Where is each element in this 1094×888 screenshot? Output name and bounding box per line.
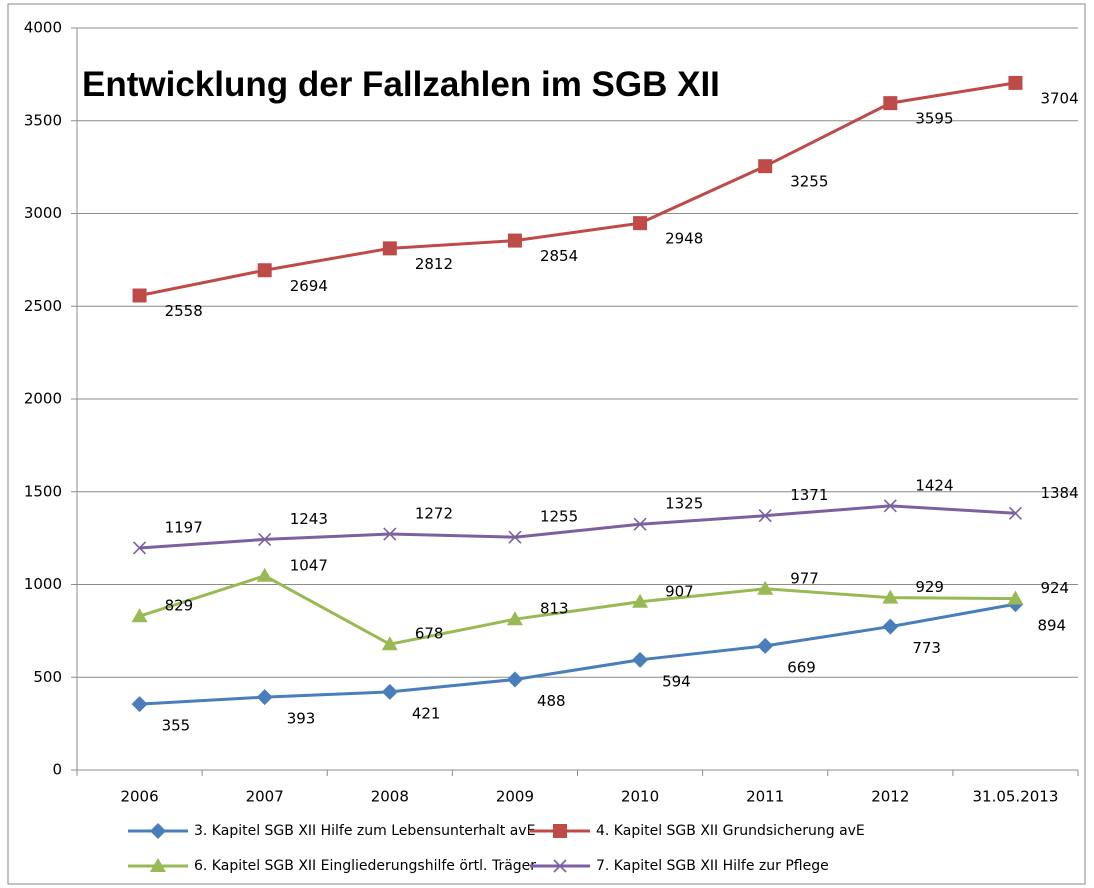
point-marker bbox=[256, 567, 273, 582]
y-tick-label: 4000 bbox=[24, 19, 62, 37]
data-label: 3704 bbox=[1040, 89, 1078, 107]
data-label: 2558 bbox=[165, 302, 203, 320]
x-tick-label: 31.05.2013 bbox=[972, 788, 1058, 806]
point-marker bbox=[258, 532, 272, 546]
data-label: 669 bbox=[787, 658, 816, 676]
point-marker bbox=[131, 608, 148, 623]
point-marker bbox=[382, 241, 397, 256]
point-marker bbox=[256, 689, 273, 706]
data-label: 1325 bbox=[665, 495, 703, 513]
legend-label: 7. Kapitel SGB XII Hilfe zur Pflege bbox=[596, 858, 829, 874]
data-label: 1243 bbox=[290, 510, 328, 528]
point-marker bbox=[632, 593, 649, 608]
series-line bbox=[139, 81, 1016, 297]
chart-frame bbox=[7, 3, 1086, 885]
point-marker bbox=[632, 651, 649, 668]
x-tick-label: 2010 bbox=[621, 788, 659, 806]
legend-label: 4. Kapitel SGB XII Grundsicherung avE bbox=[596, 823, 865, 839]
y-tick-label: 500 bbox=[33, 668, 62, 686]
y-tick-label: 3000 bbox=[24, 204, 62, 222]
point-marker bbox=[758, 509, 772, 523]
y-tick-label: 1000 bbox=[24, 575, 62, 593]
data-label: 355 bbox=[162, 717, 191, 735]
data-label: 3255 bbox=[790, 173, 828, 191]
series-line bbox=[139, 504, 1016, 550]
data-label: 2948 bbox=[665, 230, 703, 248]
point-marker bbox=[383, 527, 397, 541]
data-label: 929 bbox=[915, 578, 944, 596]
point-marker bbox=[882, 589, 899, 604]
point-marker bbox=[257, 263, 272, 278]
legend-label: 3. Kapitel SGB XII Hilfe zum Lebensunter… bbox=[194, 823, 535, 839]
point-marker bbox=[883, 499, 897, 513]
point-marker bbox=[757, 580, 774, 595]
point-marker bbox=[507, 233, 522, 248]
x-tick-label: 2009 bbox=[496, 788, 534, 806]
x-tick-label: 2007 bbox=[246, 788, 284, 806]
y-tick-label: 2500 bbox=[24, 297, 62, 315]
x-tick-label: 2012 bbox=[871, 788, 909, 806]
x-tick-label: 2011 bbox=[746, 788, 784, 806]
point-marker bbox=[131, 696, 148, 713]
legend-marker bbox=[553, 859, 567, 873]
data-label: 2812 bbox=[415, 255, 453, 273]
point-marker bbox=[633, 216, 648, 231]
data-label: 924 bbox=[1040, 579, 1069, 597]
y-tick-label: 2000 bbox=[24, 390, 62, 408]
data-label: 2694 bbox=[290, 277, 328, 295]
data-label: 1197 bbox=[165, 518, 203, 536]
point-marker bbox=[633, 517, 647, 531]
point-marker bbox=[757, 637, 774, 654]
data-label: 678 bbox=[415, 625, 444, 643]
data-label: 773 bbox=[912, 639, 941, 657]
y-tick-label: 0 bbox=[52, 761, 62, 779]
point-marker bbox=[132, 288, 147, 303]
point-marker bbox=[381, 636, 398, 651]
x-tick-label: 2008 bbox=[371, 788, 409, 806]
point-marker bbox=[1008, 506, 1023, 520]
data-label: 1371 bbox=[790, 486, 828, 504]
series-line bbox=[139, 574, 1016, 646]
chart-title: Entwicklung der Fallzahlen im SGB XII bbox=[82, 65, 720, 104]
data-label: 829 bbox=[165, 597, 194, 615]
point-marker bbox=[883, 96, 898, 111]
data-label: 1424 bbox=[915, 476, 953, 494]
data-label: 907 bbox=[665, 582, 694, 600]
series-line bbox=[139, 602, 1016, 706]
data-label: 1047 bbox=[290, 556, 328, 574]
data-label: 488 bbox=[537, 692, 566, 710]
data-label: 393 bbox=[287, 710, 316, 728]
data-label: 3595 bbox=[915, 110, 953, 128]
data-label: 1272 bbox=[415, 505, 453, 523]
legend-marker bbox=[150, 823, 166, 839]
point-marker bbox=[132, 541, 147, 555]
y-tick-label: 1500 bbox=[24, 482, 62, 500]
data-label: 977 bbox=[790, 569, 819, 587]
point-marker bbox=[882, 618, 899, 635]
point-marker bbox=[506, 671, 523, 688]
data-label: 594 bbox=[662, 672, 691, 690]
data-label: 421 bbox=[412, 704, 441, 722]
point-marker bbox=[758, 159, 773, 174]
point-marker bbox=[1007, 590, 1024, 605]
data-label: 1384 bbox=[1040, 484, 1078, 502]
x-tick-label: 2006 bbox=[120, 788, 158, 806]
point-marker bbox=[506, 611, 523, 626]
data-label: 894 bbox=[1037, 617, 1066, 635]
data-label: 1255 bbox=[540, 508, 578, 526]
legend-label: 6. Kapitel SGB XII Eingliederungshilfe ö… bbox=[194, 858, 536, 874]
y-tick-label: 3500 bbox=[24, 111, 62, 129]
data-label: 2854 bbox=[540, 247, 578, 265]
legend-marker bbox=[150, 858, 166, 872]
point-marker bbox=[508, 530, 522, 544]
legend-marker bbox=[553, 824, 567, 838]
point-marker bbox=[381, 683, 398, 700]
point-marker bbox=[1008, 75, 1023, 90]
data-label: 813 bbox=[540, 600, 569, 618]
